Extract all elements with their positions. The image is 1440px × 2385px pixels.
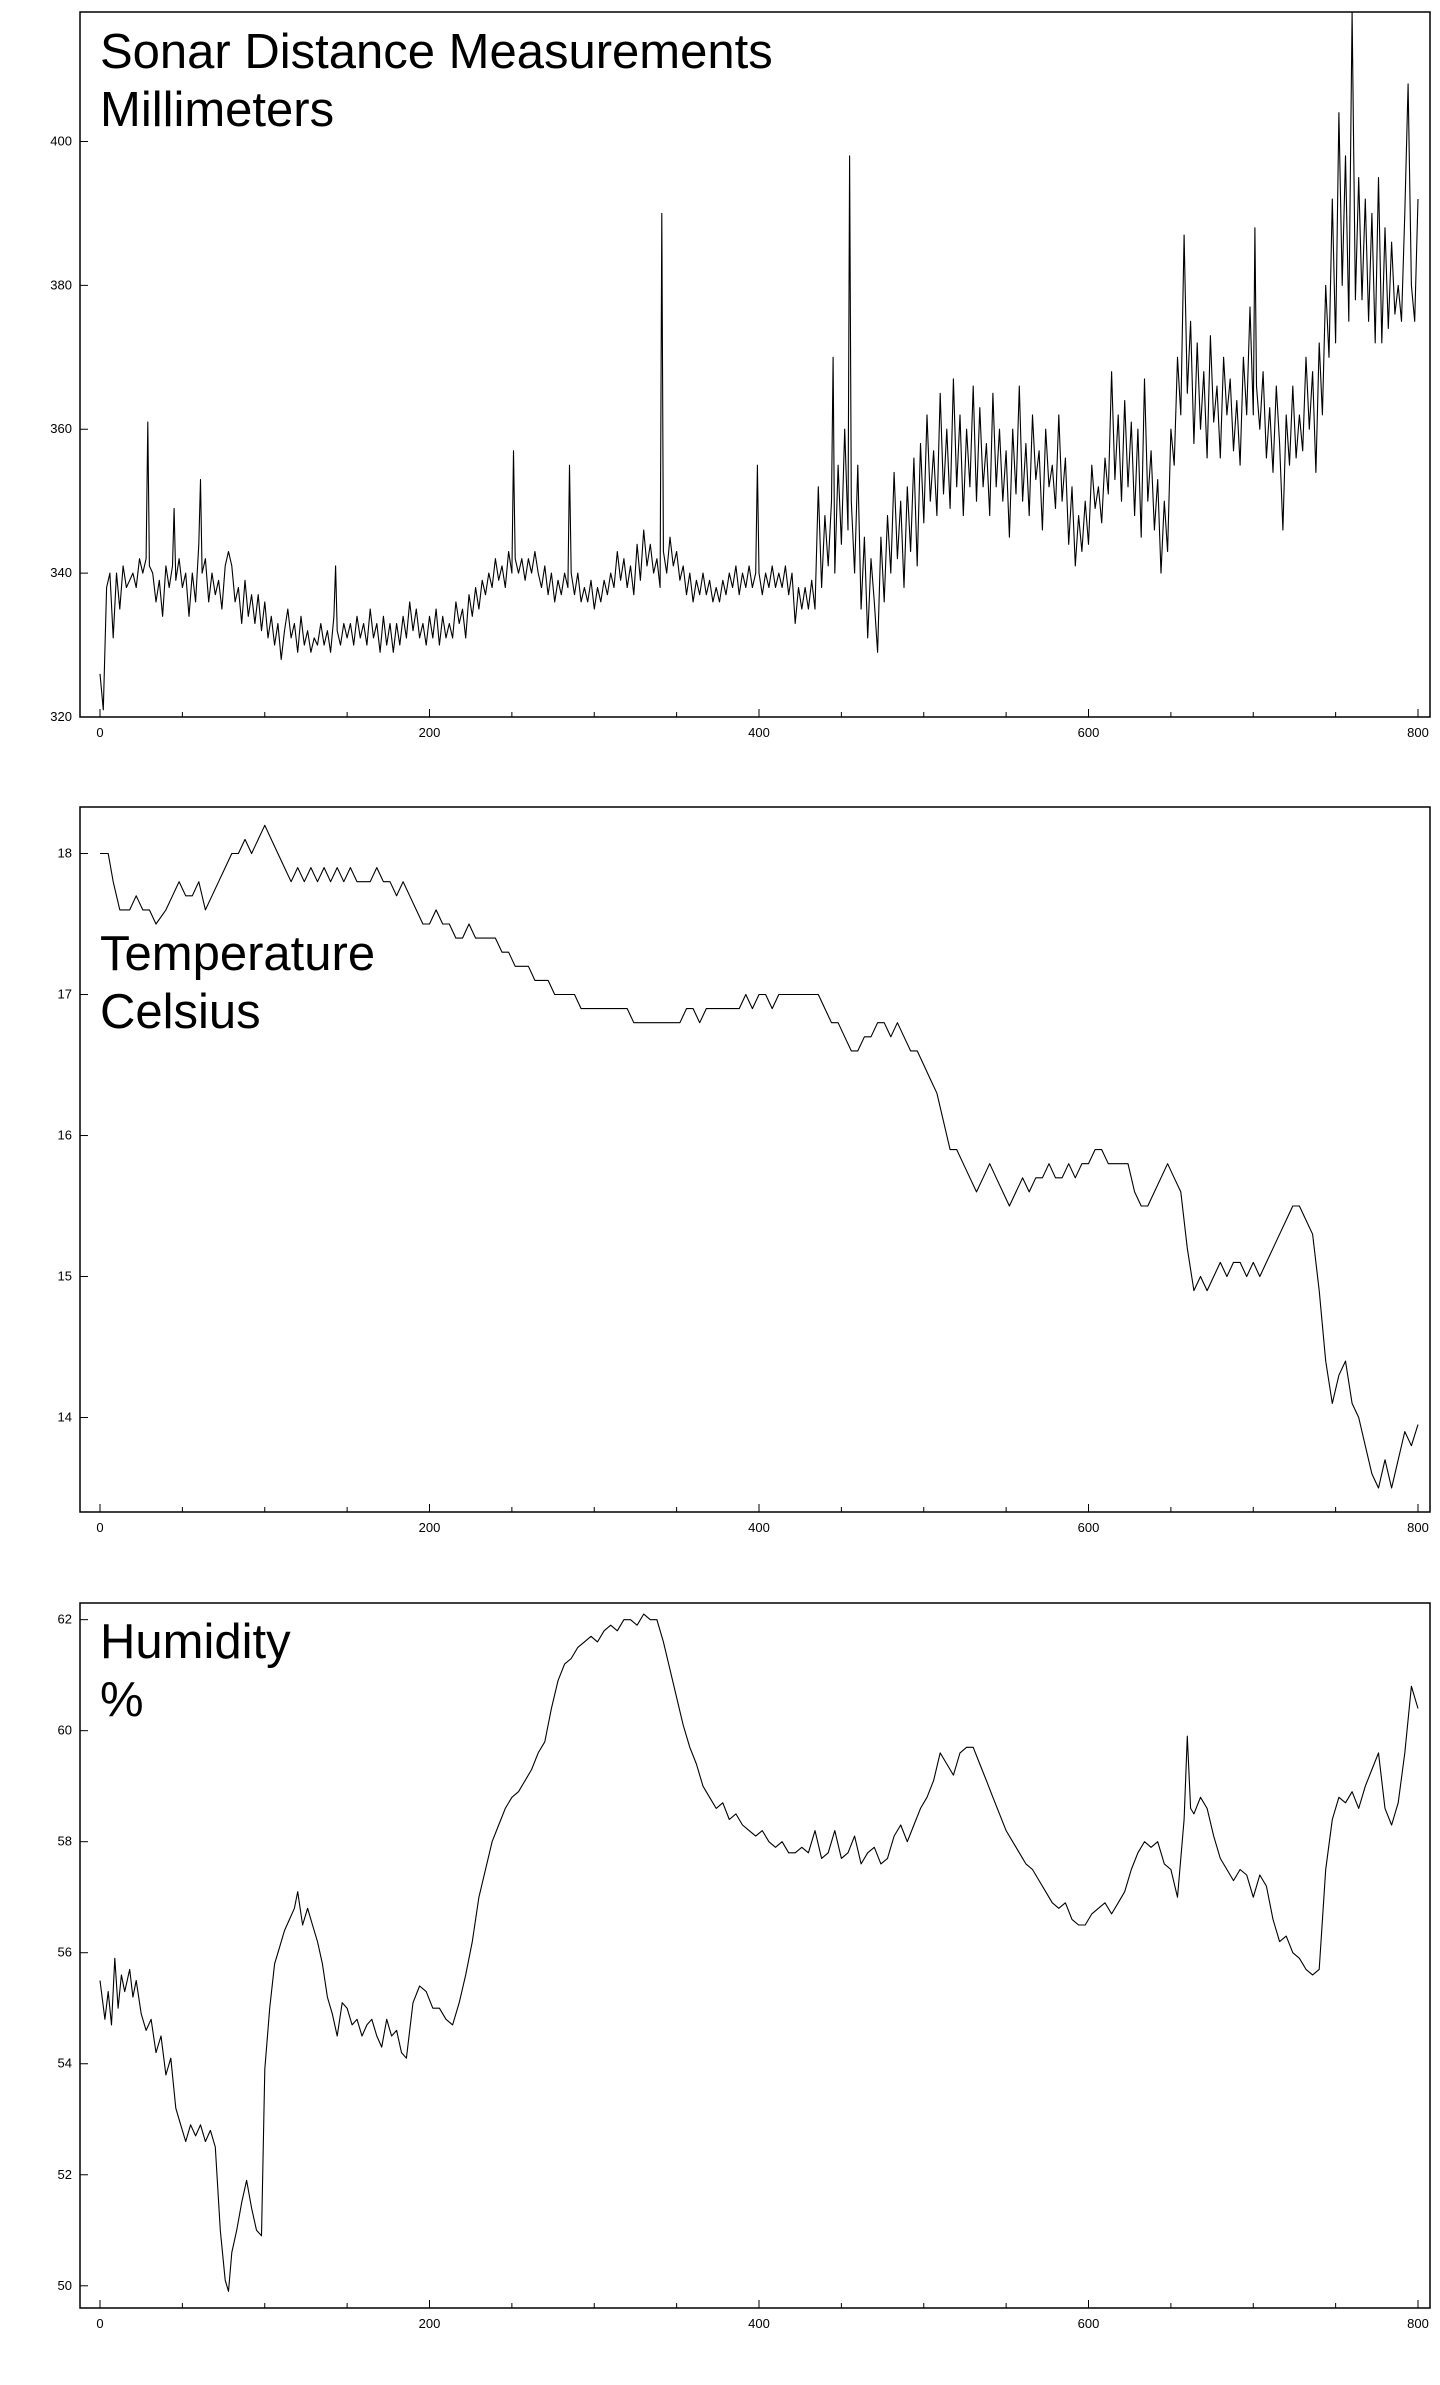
temperature-y-tick-label: 18 (58, 846, 72, 861)
humidity-y-tick-label: 56 (58, 1945, 72, 1960)
temperature-x-tick-label: 800 (1407, 1520, 1429, 1535)
sonar-x-tick-label: 600 (1078, 725, 1100, 740)
temperature-x-tick-label: 0 (96, 1520, 103, 1535)
humidity-x-tick-label: 800 (1407, 2316, 1429, 2331)
humidity-y-tick-label: 58 (58, 1834, 72, 1849)
humidity-x-tick-label: 400 (748, 2316, 770, 2331)
humidity-chart-title: Humidity (100, 1615, 291, 1669)
temperature-x-tick-label: 200 (419, 1520, 441, 1535)
sonar-chart-title: Sonar Distance Measurements (100, 25, 773, 79)
humidity-chart: 50 52 54 56 58 60 62 0 200 400 600 800 Humidity% (58, 1602, 1431, 2331)
temperature-series-line (100, 824, 1419, 1489)
temperature-chart: 14 15 16 17 18 0 200 400 600 800 TemperatureCelsiu… (58, 806, 1431, 1535)
temperature-y-tick-label: 14 (58, 1410, 72, 1425)
sonar-x-tick-label: 400 (748, 725, 770, 740)
sonar-chart-units: Millimeters (100, 83, 334, 137)
sonar-series-line (99, 11, 1419, 711)
humidity-chart-units: % (100, 1673, 144, 1727)
temperature-y-tick-label: 16 (58, 1128, 72, 1143)
temperature-x-tick-label: 400 (748, 1520, 770, 1535)
sonar-x-tick-label: 200 (419, 725, 441, 740)
humidity-series-line (99, 1613, 1419, 2292)
humidity-x-tick-label: 600 (1078, 2316, 1100, 2331)
sonar-x-tick-label: 800 (1407, 725, 1429, 740)
temperature-y-tick-label: 15 (58, 1269, 72, 1284)
sonar-y-tick-label: 340 (50, 565, 72, 580)
sonar-y-tick-label: 380 (50, 277, 72, 292)
humidity-y-tick-label: 54 (58, 2056, 72, 2071)
humidity-y-tick-label: 60 (58, 1723, 72, 1738)
sonar-chart: 320 340 360 380 400 0 200 400 600 800 Sonar Distan… (50, 11, 1431, 740)
humidity-x-tick-label: 200 (419, 2316, 441, 2331)
temperature-chart-units: Celsius (100, 985, 261, 1039)
humidity-plot-frame (79, 1602, 1431, 2309)
sonar-x-tick-label: 0 (96, 725, 103, 740)
sonar-y-tick-label: 320 (50, 709, 72, 724)
humidity-y-tick-label: 50 (58, 2278, 72, 2293)
humidity-y-tick-label: 52 (58, 2167, 72, 2182)
temperature-chart-title: Temperature (100, 927, 375, 981)
sonar-y-tick-label: 360 (50, 421, 72, 436)
humidity-y-tick-label: 62 (58, 1612, 72, 1627)
temperature-plot-frame (79, 806, 1431, 1513)
temperature-y-tick-label: 17 (58, 987, 72, 1002)
sonar-plot-frame (79, 11, 1431, 718)
temperature-x-tick-label: 600 (1078, 1520, 1100, 1535)
sonar-y-tick-label: 400 (50, 133, 72, 148)
humidity-x-tick-label: 0 (96, 2316, 103, 2331)
